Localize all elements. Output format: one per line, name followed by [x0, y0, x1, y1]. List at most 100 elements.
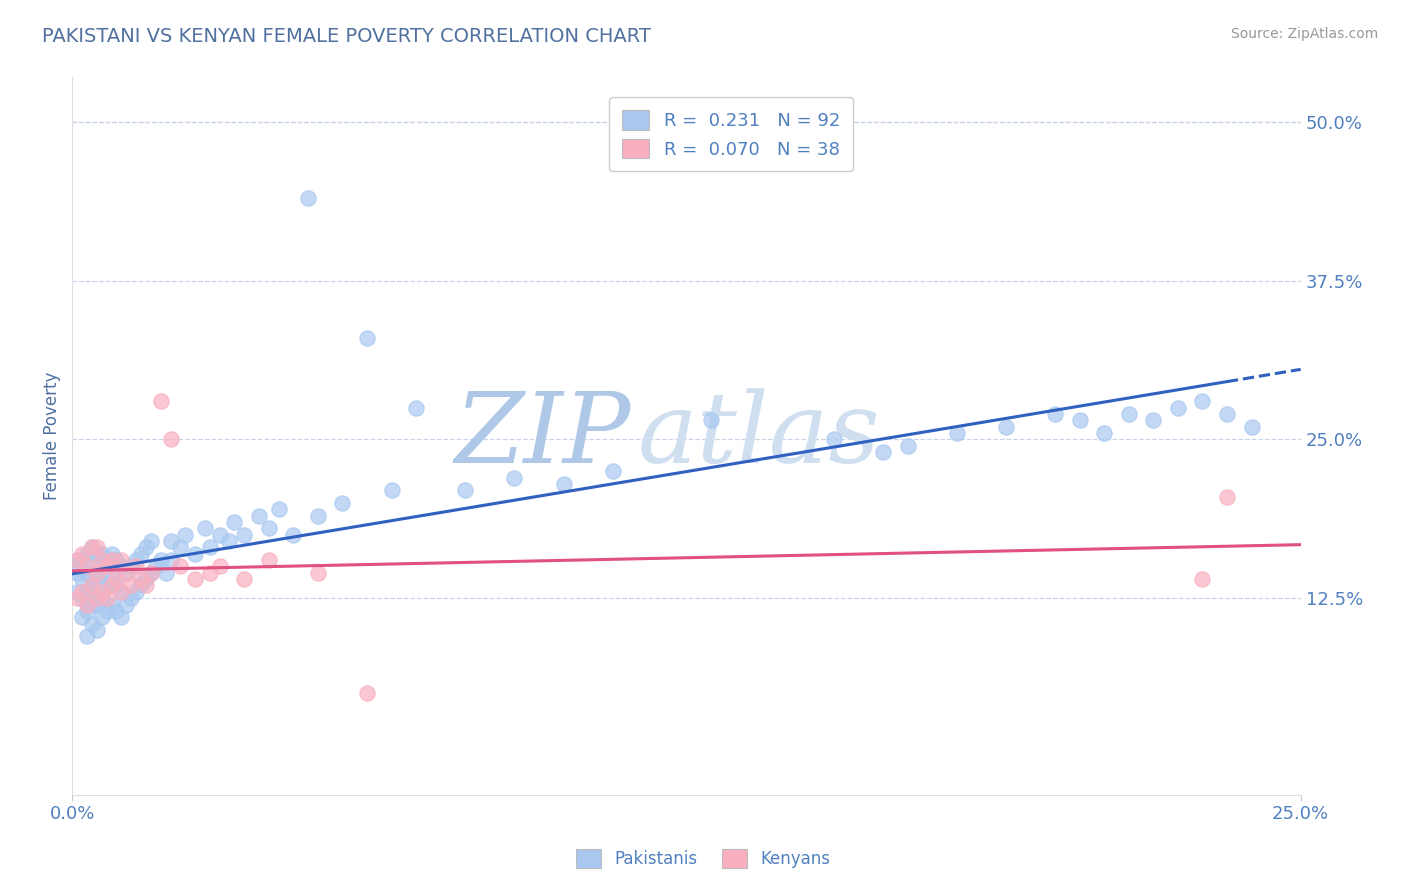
- Point: [90, 566, 112, 580]
- Point: [1216, 490, 1239, 504]
- Point: [994, 419, 1017, 434]
- Point: [283, 527, 305, 541]
- Point: [135, 578, 157, 592]
- Point: [1167, 401, 1189, 415]
- Point: [149, 394, 172, 409]
- Point: [896, 439, 918, 453]
- Point: [700, 413, 723, 427]
- Point: [267, 502, 290, 516]
- Point: [1191, 572, 1213, 586]
- Y-axis label: Female Poverty: Female Poverty: [44, 372, 60, 500]
- Point: [80, 541, 103, 555]
- Point: [135, 572, 157, 586]
- Point: [96, 604, 118, 618]
- Point: [454, 483, 477, 498]
- Point: [208, 527, 231, 541]
- Point: [70, 547, 93, 561]
- Point: [110, 585, 132, 599]
- Point: [66, 585, 89, 599]
- Text: PAKISTANI VS KENYAN FEMALE POVERTY CORRELATION CHART: PAKISTANI VS KENYAN FEMALE POVERTY CORRE…: [42, 27, 651, 45]
- Point: [105, 553, 128, 567]
- Point: [307, 508, 329, 523]
- Point: [80, 541, 103, 555]
- Point: [297, 191, 319, 205]
- Point: [1092, 426, 1115, 441]
- Point: [105, 572, 128, 586]
- Point: [80, 559, 103, 574]
- Point: [1240, 419, 1263, 434]
- Point: [86, 547, 108, 561]
- Point: [602, 464, 624, 478]
- Point: [159, 534, 181, 549]
- Point: [96, 578, 118, 592]
- Point: [66, 553, 89, 567]
- Point: [233, 572, 256, 586]
- Point: [105, 578, 128, 592]
- Point: [110, 610, 132, 624]
- Point: [405, 401, 427, 415]
- Point: [90, 610, 112, 624]
- Text: atlas: atlas: [637, 389, 880, 483]
- Point: [155, 566, 177, 580]
- Point: [307, 566, 329, 580]
- Point: [233, 527, 256, 541]
- Point: [169, 559, 191, 574]
- Point: [110, 559, 132, 574]
- Point: [125, 553, 148, 567]
- Point: [1043, 407, 1066, 421]
- Point: [115, 566, 138, 580]
- Point: [96, 553, 118, 567]
- Point: [198, 541, 221, 555]
- Point: [90, 547, 112, 561]
- Point: [66, 566, 89, 580]
- Point: [90, 553, 112, 567]
- Point: [86, 623, 108, 637]
- Point: [125, 559, 148, 574]
- Point: [86, 591, 108, 606]
- Point: [169, 541, 191, 555]
- Point: [159, 433, 181, 447]
- Point: [70, 610, 93, 624]
- Point: [90, 591, 112, 606]
- Point: [198, 566, 221, 580]
- Point: [1142, 413, 1164, 427]
- Legend: R =  0.231   N = 92, R =  0.070   N = 38: R = 0.231 N = 92, R = 0.070 N = 38: [609, 97, 852, 171]
- Point: [208, 559, 231, 574]
- Point: [70, 585, 93, 599]
- Point: [100, 553, 122, 567]
- Point: [76, 566, 98, 580]
- Point: [1118, 407, 1140, 421]
- Point: [66, 591, 89, 606]
- Point: [105, 604, 128, 618]
- Point: [139, 534, 162, 549]
- Point: [129, 547, 152, 561]
- Point: [86, 598, 108, 612]
- Point: [70, 572, 93, 586]
- Point: [110, 553, 132, 567]
- Point: [120, 591, 142, 606]
- Point: [96, 559, 118, 574]
- Point: [100, 547, 122, 561]
- Point: [1216, 407, 1239, 421]
- Point: [86, 572, 108, 586]
- Point: [86, 566, 108, 580]
- Point: [100, 598, 122, 612]
- Point: [80, 616, 103, 631]
- Legend: Pakistanis, Kenyans: Pakistanis, Kenyans: [569, 843, 837, 875]
- Point: [1069, 413, 1091, 427]
- Point: [332, 496, 354, 510]
- Point: [90, 585, 112, 599]
- Point: [218, 534, 240, 549]
- Point: [224, 515, 246, 529]
- Point: [194, 521, 217, 535]
- Point: [823, 433, 845, 447]
- Point: [139, 566, 162, 580]
- Point: [356, 331, 378, 345]
- Point: [115, 598, 138, 612]
- Point: [145, 559, 167, 574]
- Point: [120, 578, 142, 592]
- Point: [80, 578, 103, 592]
- Point: [257, 553, 280, 567]
- Point: [76, 547, 98, 561]
- Point: [381, 483, 404, 498]
